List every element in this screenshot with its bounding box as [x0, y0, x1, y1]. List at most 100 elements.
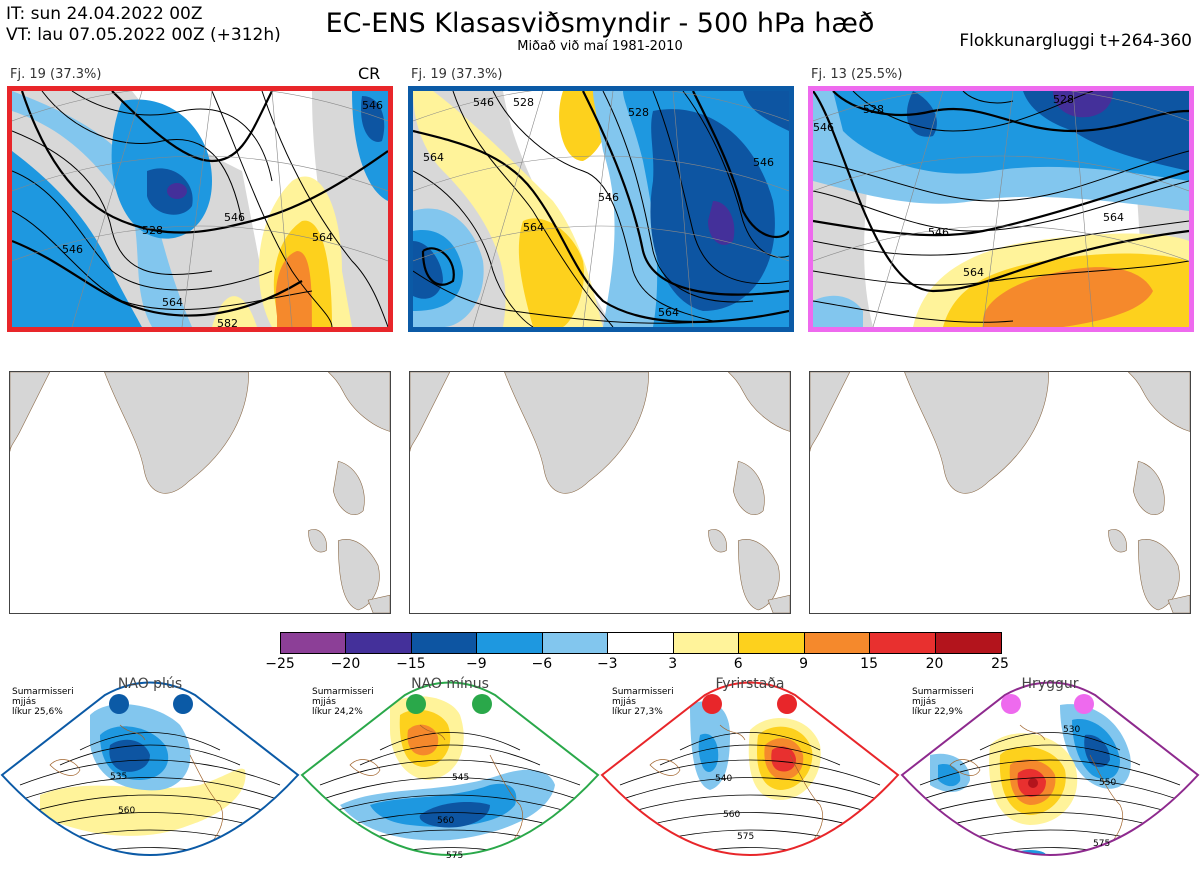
colorbar-cell [739, 633, 805, 653]
colorbar-tick-label: −6 [531, 656, 553, 672]
colorbar-tick-label: 3 [668, 656, 678, 672]
colorbar-cell [870, 633, 936, 653]
panel-1-contour-label: 528 [142, 224, 163, 237]
panel-1-contour-label: 582 [217, 317, 238, 327]
colorbar-cell [542, 633, 609, 653]
panel-1-contour-label: 546 [362, 99, 383, 112]
regime-contour-label: 575 [737, 832, 754, 842]
colorbar-tick-label: 15 [860, 656, 878, 672]
colorbar: −25 −20 −15 −9 −6 −3 3 6 9 15 20 25 [265, 632, 1009, 672]
regime-info: Sumarmisseri mjjás líkur 25,6% [12, 687, 74, 717]
regime-nao-plus-marker [173, 694, 193, 714]
regime-fyrirstada[interactable]: 540 560 575 Fyrirstaða Sumarmisseri mjjá… [600, 675, 900, 871]
regime-probability: líkur 24,2% [312, 707, 363, 717]
colorbar-cell [673, 633, 740, 653]
panel-3-contour-label: 546 [928, 226, 949, 239]
regime-fyrirstada-graphic: 540 560 575 [600, 681, 900, 856]
regime-info: Sumarmisseri mjjás líkur 27,3% [612, 687, 674, 717]
panel-3-contour-label: 528 [863, 103, 884, 116]
cluster-map-3[interactable]: 528 546 564 546 564 528 [808, 86, 1194, 332]
regime-contour-label: 560 [118, 806, 135, 816]
panel-2-contour-label: 564 [658, 306, 679, 319]
colorbar-cell [608, 633, 674, 653]
colorbar-tick-label: −9 [466, 656, 487, 672]
regime-probability: líkur 25,6% [12, 707, 63, 717]
panel-3-contour-label: 546 [813, 121, 834, 134]
panel-2-contour-label: 564 [423, 151, 444, 164]
panel-1-label: Fj. 19 (37.3%) [10, 67, 102, 82]
regime-fyrirstada-marker [777, 694, 797, 714]
regime-fyrirstada-marker [702, 694, 722, 714]
page-subtitle: Miðað við maí 1981-2010 [517, 39, 683, 54]
regime-nao-minus-graphic: 545 560 575 [300, 681, 600, 861]
colorbar-tick-label: 20 [925, 656, 944, 672]
colorbar-tick-label: −15 [396, 656, 426, 672]
regime-season: Sumarmisseri [12, 687, 74, 697]
regime-season: Sumarmisseri [912, 687, 974, 697]
regime-measure: mjjás [912, 697, 936, 707]
colorbar-cells [280, 632, 1002, 654]
panel-3-label: Fj. 13 (25.5%) [811, 67, 903, 82]
panel-2-contour-label: 546 [598, 191, 619, 204]
header-left: IT: sun 24.04.2022 00Z VT: lau 07.05.202… [6, 4, 281, 46]
colorbar-cell [346, 633, 412, 653]
regime-contour-label: 530 [1063, 725, 1080, 735]
regime-probability: líkur 22,9% [912, 707, 963, 717]
cluster-map-1[interactable]: 546 528 546 564 564 582 546 [7, 86, 393, 332]
colorbar-tick-label: −20 [330, 656, 361, 672]
colorbar-cell [935, 633, 1001, 653]
valid-time: VT: lau 07.05.2022 00Z (+312h) [6, 25, 281, 45]
regime-measure: mjjás [12, 697, 36, 707]
colorbar-tick-label: 6 [733, 656, 743, 672]
regime-title: NAO plús [117, 676, 183, 692]
empty-map-2[interactable] [409, 371, 791, 614]
regime-nao-plus-graphic: 535 560 [0, 681, 300, 856]
panel-3-contour-label: 528 [1053, 93, 1074, 106]
colorbar-tick-label: 25 [991, 656, 1009, 672]
regime-contour-label: 560 [723, 810, 740, 820]
regime-title: NAO mínus [411, 676, 489, 692]
colorbar-cell [411, 633, 478, 653]
regime-title: Fyrirstaða [715, 676, 785, 692]
initial-time: IT: sun 24.04.2022 00Z [6, 4, 203, 24]
page-title: EC-ENS Klasasviðsmyndir - 500 hPa hæð [325, 8, 875, 39]
panel-1-contour-label: 564 [162, 296, 183, 309]
panel-2-contour-label: 546 [473, 96, 494, 109]
regime-measure: mjjás [612, 697, 636, 707]
regime-hryggur[interactable]: 530 550 575 Hryggur Sumarmisseri mjjás l… [900, 675, 1200, 871]
regime-contour-label: 540 [715, 774, 732, 784]
colorbar-cell [281, 633, 347, 653]
cluster-map-1-graphic: 546 528 546 564 564 582 546 [12, 91, 388, 327]
empty-map-1-graphic [10, 372, 390, 613]
regime-title: Hryggur [1021, 676, 1079, 692]
regime-nao-minus-marker [472, 694, 492, 714]
cluster-map-3-graphic: 528 546 564 546 564 528 [813, 91, 1189, 327]
regime-measure: mjjás [312, 697, 336, 707]
panel-3-contour-label: 564 [963, 266, 984, 279]
header-center: EC-ENS Klasasviðsmyndir - 500 hPa hæð Mi… [0, 8, 1200, 54]
regime-hryggur-marker [1074, 694, 1094, 714]
regime-info: Sumarmisseri mjjás líkur 24,2% [312, 687, 374, 717]
regime-hryggur-graphic: 530 550 575 [900, 681, 1200, 856]
panel-2-contour-label: 528 [628, 106, 649, 119]
colorbar-tick-label: −3 [596, 656, 618, 672]
colorbar-tick-label: −25 [265, 656, 295, 672]
regime-nao-minus[interactable]: 545 560 575 NAO mínus Sumarmisseri mjjás… [300, 675, 600, 871]
empty-map-1[interactable] [9, 371, 391, 614]
cluster-map-2[interactable]: 546 528 564 528 546 564 564 546 [408, 86, 794, 332]
colorbar-cell [804, 633, 871, 653]
regime-nao-plus[interactable]: 535 560 NAO plús Sumarmisseri mjjás líku… [0, 675, 300, 871]
regime-hryggur-marker [1001, 694, 1021, 714]
regime-contour-label: 575 [446, 851, 463, 861]
panel-2-label: Fj. 19 (37.3%) [411, 67, 503, 82]
regime-contour-label: 550 [1099, 778, 1116, 788]
regime-contour-label: 560 [437, 816, 454, 826]
cluster-map-2-graphic: 546 528 564 528 546 564 564 546 [413, 91, 789, 327]
regime-probability: líkur 27,3% [612, 707, 663, 717]
regime-contour-label: 535 [110, 772, 127, 782]
empty-map-3-graphic [810, 372, 1190, 613]
regime-nao-plus-marker [109, 694, 129, 714]
regime-season: Sumarmisseri [612, 687, 674, 697]
regime-contour-label: 545 [452, 773, 469, 783]
empty-map-3[interactable] [809, 371, 1191, 614]
